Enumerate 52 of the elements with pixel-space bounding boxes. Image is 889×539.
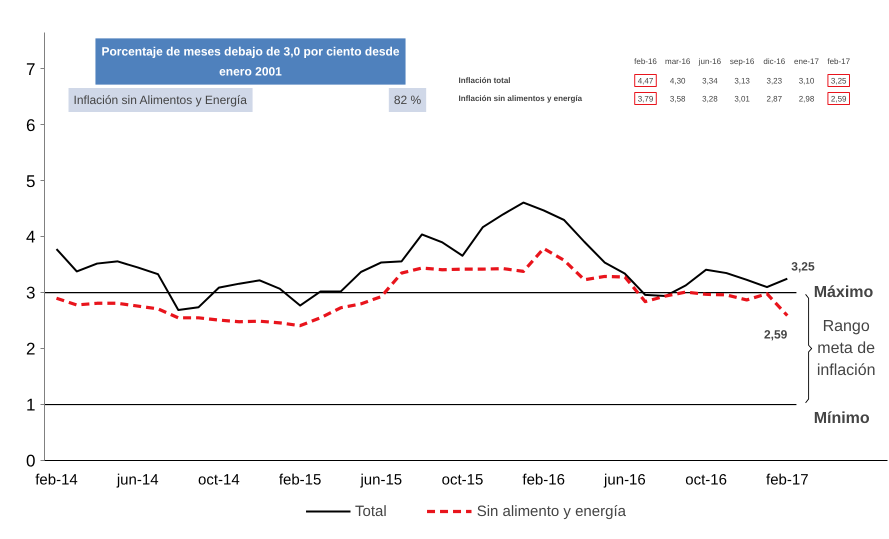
x-tick-label: jun-15 <box>359 472 402 488</box>
y-tick-label: 0 <box>26 452 36 470</box>
annotation: 3,28 <box>702 94 718 104</box>
annotation: 2,87 <box>766 94 783 104</box>
x-tick-label: oct-14 <box>198 472 240 488</box>
text: 3,25 <box>830 76 848 86</box>
annotation: 3,34 <box>702 76 718 86</box>
y-tick-label: 1 <box>26 396 36 415</box>
annotation: 3,23 <box>766 76 783 86</box>
annotation: 3,58 <box>670 94 686 104</box>
annotation: mar-16 <box>665 57 691 66</box>
annotation: Inflación sin alimentos y energía <box>458 94 583 103</box>
x-tick-label: feb-14 <box>35 472 78 488</box>
x-tick-label: oct-15 <box>442 472 484 488</box>
y-tick-label: 3 <box>26 284 36 303</box>
text: 2,59 <box>830 94 848 104</box>
annotation: ene-17 <box>794 57 820 66</box>
legend-label: Sin alimento y energía <box>476 502 626 520</box>
x-tick-label: jun-16 <box>603 472 646 488</box>
annotation: Inflación total <box>458 76 510 85</box>
annotation: dic-16 <box>763 57 786 66</box>
ref-line-label: Mínimo <box>814 410 870 428</box>
annotation: jun-16 <box>698 57 722 66</box>
line-series <box>54 246 789 328</box>
data-label: 2,59 <box>764 328 788 342</box>
annotation: 3,79 <box>638 94 654 104</box>
annotation: 3,01 <box>734 94 750 104</box>
x-tick-label: feb-16 <box>522 472 565 488</box>
y-tick-label: 4 <box>26 228 36 247</box>
annotation: sep-16 <box>730 57 755 66</box>
annotation: 4,30 <box>670 76 686 86</box>
annotation: Porcentaje de meses debajo de 3,0 por ciento desde enero 2001 <box>101 44 400 79</box>
annotation: feb-16 <box>634 57 658 66</box>
y-tick-label: 5 <box>26 172 36 191</box>
text: 2,98 <box>798 94 815 104</box>
annotation: 4,47 <box>638 76 654 86</box>
text: 3,10 <box>798 76 815 86</box>
annotation: 3,13 <box>734 76 750 86</box>
x-tick-label: feb-15 <box>278 472 322 488</box>
y-tick-label: 2 <box>26 340 36 359</box>
text: feb-17 <box>827 57 851 66</box>
data-label: 3,25 <box>791 260 815 274</box>
ref-line-label: Máximo <box>814 284 874 302</box>
annotation: 82 % <box>394 93 422 107</box>
legend-label: Total <box>355 502 387 520</box>
x-tick-label: oct-16 <box>685 472 727 488</box>
x-tick-label: jun-14 <box>116 472 159 488</box>
x-tick-label: feb-17 <box>766 472 809 488</box>
annotation: Inflación sin Alimentos y Energía <box>74 93 248 107</box>
text: Rango meta de inflación <box>816 318 876 380</box>
y-tick-label: 7 <box>26 60 36 79</box>
y-tick-label: 6 <box>26 116 36 135</box>
